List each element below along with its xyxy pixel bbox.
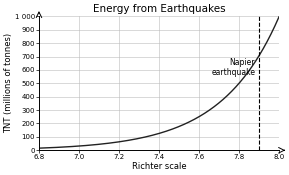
Title: Energy from Earthquakes: Energy from Earthquakes — [93, 4, 225, 14]
X-axis label: Richter scale: Richter scale — [132, 162, 186, 171]
Y-axis label: TNT (millions of tonnes): TNT (millions of tonnes) — [4, 33, 13, 133]
Text: Napier
earthquake: Napier earthquake — [211, 58, 255, 77]
